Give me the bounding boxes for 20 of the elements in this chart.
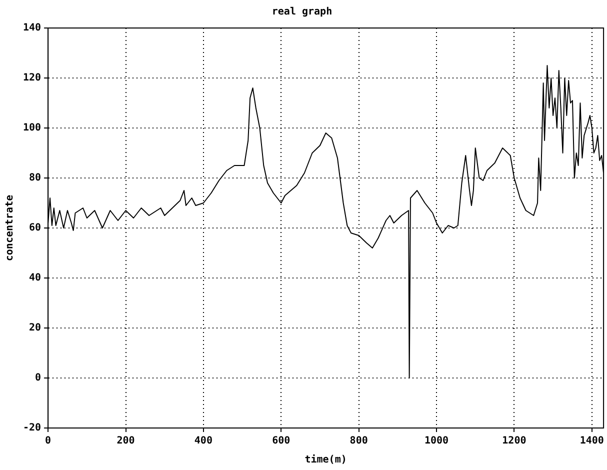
y-tick-label: 140 (23, 22, 42, 34)
chart-title: real graph (272, 6, 332, 18)
x-tick-label: 400 (194, 436, 212, 447)
x-tick-label: 200 (116, 436, 135, 447)
y-tick-label: 40 (29, 272, 42, 284)
x-tick-label: 1000 (424, 436, 449, 447)
y-axis-title: concentrate (4, 194, 16, 262)
x-axis-title: time(m) (304, 454, 347, 466)
y-tick-label: 60 (29, 222, 42, 234)
x-tick-label: 1400 (580, 436, 604, 447)
x-tick-label: 600 (272, 436, 290, 447)
y-tick-label: 80 (29, 172, 42, 184)
y-tick-label: 0 (35, 372, 42, 384)
y-tick-label: 20 (29, 322, 42, 334)
x-tick-label: 800 (350, 436, 368, 447)
y-tick-label: 100 (23, 122, 42, 134)
x-tick-label: 0 (45, 436, 52, 447)
y-tick-label: -20 (23, 422, 42, 434)
y-tick-label: 120 (23, 72, 42, 84)
x-tick-label: 1200 (502, 436, 526, 447)
